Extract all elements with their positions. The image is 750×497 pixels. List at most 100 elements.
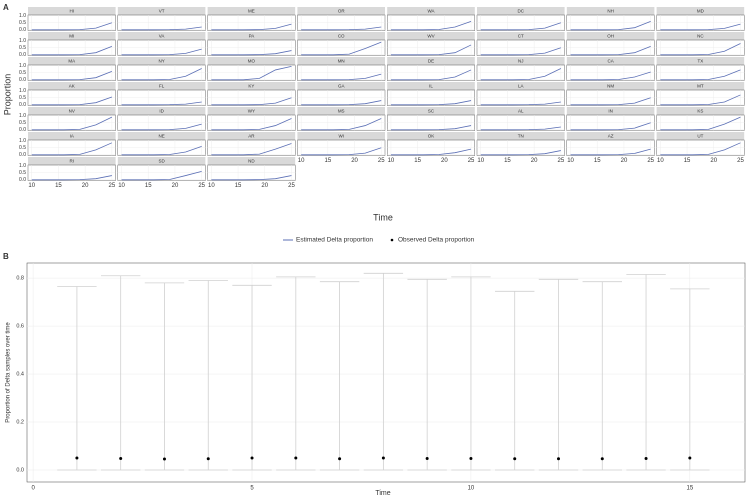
strip-label: IA [70,134,74,139]
estimate-line [660,69,741,81]
strip [656,7,745,15]
strip [207,107,296,115]
strip [117,7,206,15]
y-tick-label: 0.5 [19,95,26,101]
estimate-line [121,123,202,131]
point [556,457,560,461]
strip-label: MS [338,109,345,114]
strip [207,132,296,140]
estimate-line [301,118,382,131]
estimate-line [570,122,651,131]
estimate-line [31,45,113,56]
estimate-line [211,66,292,81]
strip [117,107,206,115]
y-axis-label: Proportion [2,74,12,116]
strip [387,57,475,65]
strip [297,82,385,90]
point [294,456,298,460]
strip [28,157,116,165]
legend-label: Estimated Delta proportion [296,237,373,244]
panel-label: B [3,252,9,261]
estimate-line [301,73,382,81]
x-tick-label: 10 [477,158,484,164]
strip [28,132,116,140]
y-tick-label: 0.6 [16,324,24,330]
legend-label: Observed Delta proportion [398,237,475,244]
estimate-line [301,26,382,31]
y-tick-label: 1.0 [19,13,26,19]
estimate-line [31,70,113,81]
strip-label: SD [158,159,165,164]
strip-label: AZ [608,134,614,139]
y-tick-label: 0.5 [19,70,26,76]
x-tick-label: 25 [558,158,565,164]
x-tick-label: 10 [298,158,305,164]
strip [117,32,206,40]
x-tick-label: 20 [531,158,538,164]
strip-label: DE [428,59,434,64]
y-tick-label: 1.0 [19,163,26,169]
estimate-line [570,71,651,81]
estimate-line [390,100,472,106]
strip [117,132,206,140]
estimate-line [660,23,741,31]
strip-label: MD [697,9,705,14]
estimate-line [480,47,561,56]
strip-label: OK [428,134,435,139]
x-tick-label: 15 [55,183,62,189]
strip-label: PA [249,34,255,39]
estimate-line [390,148,472,156]
y-tick-label: 1.0 [19,63,26,69]
x-tick-label: 15 [504,158,511,164]
strip-label: ID [159,109,164,114]
estimate-line [211,175,292,181]
point [75,456,79,460]
x-tick-label: 15 [686,486,693,492]
point [250,456,254,460]
strip-label: HI [70,9,75,14]
estimate-line [121,101,202,106]
strip [477,107,565,115]
point [513,457,517,461]
strip [207,7,296,15]
strip [117,57,206,65]
x-tick-label: 20 [710,158,717,164]
strip-label: VT [159,9,165,14]
strip [477,82,565,90]
estimate-line [660,142,741,156]
x-tick-label: 10 [208,183,215,189]
y-tick-label: 0.5 [19,170,26,176]
strip [656,132,745,140]
estimate-line [660,116,741,131]
strip-label: AL [518,109,524,114]
point [119,456,123,460]
strip-label: AK [69,84,75,89]
y-tick-label: 0.5 [19,20,26,26]
x-tick-label: 15 [684,158,691,164]
strip [566,82,655,90]
x-tick-label: 0 [31,486,35,492]
x-tick-label: 25 [288,183,295,189]
x-tick-label: 15 [235,183,242,189]
strip [297,107,385,115]
estimate-line [570,148,651,156]
x-tick-label: 15 [325,158,332,164]
strip [477,32,565,40]
strip-label: RI [70,159,75,164]
x-tick-label: 20 [441,158,448,164]
y-tick-label: 0.0 [19,77,26,83]
x-tick-label: 25 [468,158,475,164]
y-tick-label: 0.0 [19,152,26,158]
y-tick-label: 0.0 [19,177,26,183]
point [162,457,166,461]
estimate-line [570,20,651,31]
strip [28,7,116,15]
strip-label: NE [158,134,164,139]
y-tick-label: 1.0 [19,38,26,44]
strip [207,57,296,65]
strip [387,7,475,15]
y-tick-label: 1.0 [19,113,26,119]
strip [28,57,116,65]
estimate-line [570,45,651,56]
strip-label: UT [697,134,703,139]
